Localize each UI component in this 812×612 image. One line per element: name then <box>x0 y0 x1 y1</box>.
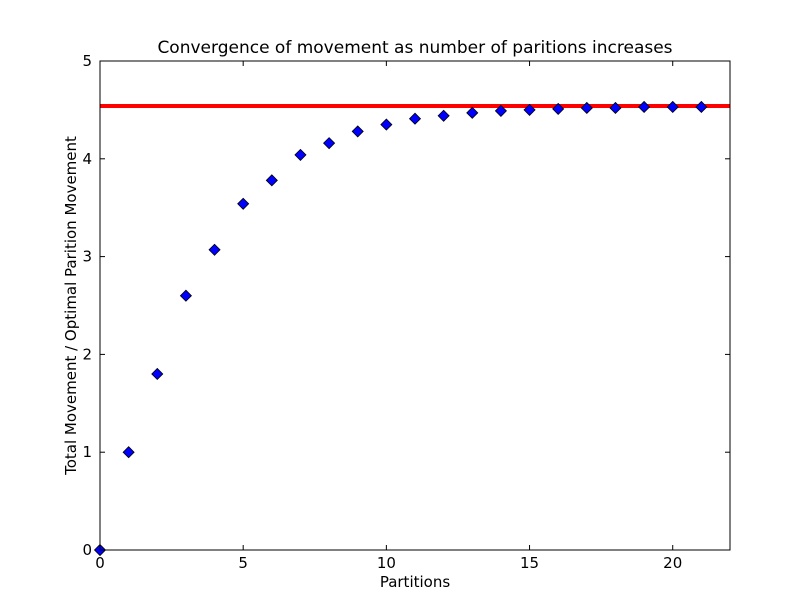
data-point <box>552 102 565 115</box>
x-tick-label: 0 <box>95 554 105 572</box>
data-point <box>523 103 536 116</box>
plot-area <box>100 61 730 550</box>
x-axis-label: Partitions <box>380 573 451 591</box>
y-tick-label: 4 <box>82 150 92 168</box>
data-point <box>351 125 364 138</box>
data-point <box>437 109 450 122</box>
data-point <box>323 137 336 150</box>
data-point <box>695 100 708 114</box>
data-point <box>208 243 221 256</box>
x-tick-label: 20 <box>663 554 682 572</box>
x-tick-label: 15 <box>520 554 539 572</box>
data-point <box>179 289 192 302</box>
data-points-layer <box>93 100 708 557</box>
data-point <box>265 174 278 187</box>
x-tick-label: 5 <box>238 554 248 572</box>
y-tick-label: 0 <box>82 541 92 559</box>
data-point <box>638 100 651 114</box>
x-tick-label: 10 <box>377 554 396 572</box>
y-tick-label: 1 <box>82 443 92 461</box>
data-point <box>580 101 593 115</box>
data-point <box>408 112 422 125</box>
data-point <box>122 446 135 459</box>
data-point <box>294 148 307 161</box>
ticks-layer: 0 5 10 15 20 0 1 2 3 4 5 <box>82 52 730 572</box>
data-point <box>237 197 250 210</box>
chart-title: Convergence of movement as number of par… <box>157 38 672 58</box>
data-point <box>609 101 622 115</box>
y-axis-label: Total Movement / Optimal Parition Moveme… <box>62 136 80 476</box>
data-point <box>380 118 393 131</box>
plot-frame <box>99 60 731 551</box>
data-point <box>151 367 164 381</box>
y-tick-label: 3 <box>82 248 92 266</box>
data-point <box>466 106 479 119</box>
y-tick-label: 5 <box>82 52 92 70</box>
data-point <box>494 104 507 117</box>
y-tick-label: 2 <box>82 345 92 363</box>
data-point <box>666 100 679 114</box>
